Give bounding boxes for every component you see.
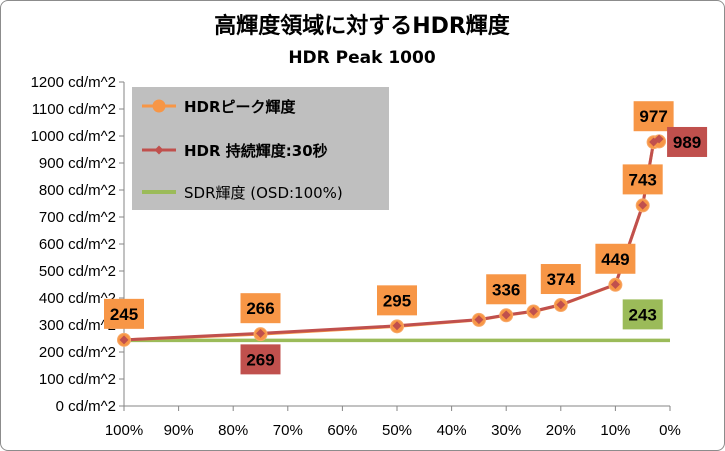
- data-label-box: [633, 101, 674, 132]
- y-tick-label: 700 cd/m^2: [39, 209, 116, 226]
- series-1-point: [638, 200, 648, 210]
- x-tick-label: 20%: [546, 422, 576, 439]
- y-tick-label: 200 cd/m^2: [39, 344, 116, 361]
- series-1-point: [654, 134, 664, 144]
- x-tick-label: 50%: [382, 422, 412, 439]
- series-1-point: [119, 335, 129, 345]
- chart-title: 高輝度領域に対するHDR輝度: [214, 13, 511, 39]
- data-label: 266: [246, 299, 274, 318]
- axes: 0 cd/m^2 100 cd/m^2 200 cd/m^2 300 cd/m^2 40…: [31, 74, 681, 439]
- legend-swatch-marker-0: [152, 99, 166, 113]
- legend-entry-1: HDR 持続輝度:30秒: [184, 142, 328, 160]
- data-labels: 245 266 269 295 336 374 449 743 977 989 243: [104, 101, 708, 375]
- series-1-point: [256, 328, 265, 338]
- y-tick-label: 900 cd/m^2: [39, 155, 116, 172]
- series-1-point: [610, 280, 620, 289]
- data-label-box: [486, 274, 527, 305]
- x-tick-label: 10%: [600, 422, 630, 439]
- data-label: 374: [547, 270, 576, 289]
- x-tick-label: 30%: [491, 422, 521, 439]
- x-tick-label: 0%: [659, 422, 681, 439]
- y-tick-label: 800 cd/m^2: [39, 182, 116, 199]
- data-label: 295: [383, 291, 411, 310]
- y-tick-label: 0 cd/m^2: [56, 398, 116, 415]
- y-tick-label: 1200 cd/m^2: [31, 74, 116, 91]
- series-1-point: [501, 310, 511, 320]
- x-tick-label: 80%: [218, 422, 248, 439]
- data-label: 743: [629, 170, 657, 189]
- legend-swatch-marker-1: [154, 145, 164, 155]
- data-label: 977: [639, 107, 667, 126]
- series-markers: [117, 134, 667, 347]
- y-tick-label: 1000 cd/m^2: [31, 128, 116, 145]
- data-label: 245: [110, 305, 138, 324]
- y-tick-label: 600 cd/m^2: [39, 236, 116, 253]
- data-label-box: [540, 264, 581, 295]
- x-tick-label: 40%: [437, 422, 467, 439]
- y-tick-label: 1100 cd/m^2: [32, 101, 116, 118]
- data-label-box: [240, 344, 281, 375]
- series-1-point: [556, 300, 566, 310]
- data-label-box: [240, 293, 281, 324]
- series-1-point: [529, 306, 538, 316]
- y-tick-label: 500 cd/m^2: [39, 263, 116, 280]
- data-label-box: [595, 243, 636, 274]
- data-label: 336: [492, 280, 520, 299]
- x-tick-label: 70%: [273, 422, 303, 439]
- y-tick-label: 300 cd/m^2: [39, 317, 116, 334]
- x-tick-label: 60%: [327, 422, 357, 439]
- y-tick-label: 100 cd/m^2: [39, 371, 116, 388]
- series-1-point: [474, 315, 484, 325]
- legend: HDRピーク輝度 HDR 持続輝度:30秒 SDR輝度 (OSD:100%): [132, 87, 389, 210]
- legend-entry-0: HDRピーク輝度: [184, 98, 297, 116]
- data-label: 269: [246, 350, 274, 369]
- x-tick-label: 100%: [105, 422, 143, 439]
- data-label: 243: [629, 305, 657, 324]
- data-label-box: [667, 126, 708, 157]
- chart-subtitle: HDR Peak 1000: [288, 48, 436, 68]
- data-label-box: [377, 285, 417, 316]
- x-tick-label: 90%: [164, 422, 194, 439]
- data-label: 989: [673, 133, 701, 152]
- data-label-box: [622, 299, 663, 330]
- legend-entry-2: SDR輝度 (OSD:100%): [184, 184, 343, 202]
- data-label-box: [104, 298, 144, 329]
- data-label: 449: [601, 250, 629, 269]
- series-1-point: [392, 321, 402, 331]
- y-tick-label: 400 cd/m^2: [39, 290, 116, 307]
- data-label-box: [622, 164, 663, 195]
